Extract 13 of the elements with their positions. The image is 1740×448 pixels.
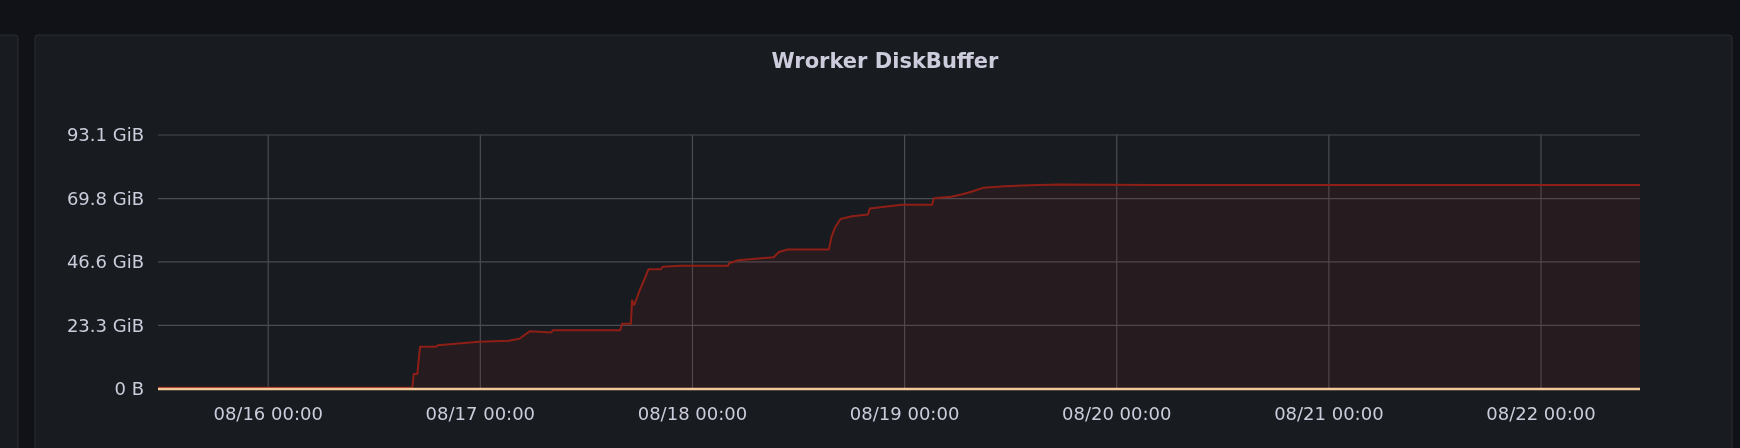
x-tick-label: 08/18 00:00: [637, 403, 748, 424]
x-tick-label: 08/19 00:00: [849, 403, 960, 424]
y-tick-label: 93.1 GiB: [66, 124, 144, 146]
x-tick-label: 08/21 00:00: [1274, 403, 1384, 424]
chart-title: Wrorker DiskBuffer: [771, 49, 1000, 73]
y-tick-label: 46.6 GiB: [66, 251, 144, 273]
x-tick-label: 08/17 00:00: [425, 403, 536, 424]
x-tick-label: 08/20 00:00: [1062, 403, 1172, 424]
y-tick-label: 23.3 GiB: [66, 314, 144, 336]
x-tick-label: 08/16 00:00: [213, 403, 323, 424]
x-tick-label: 08/22 00:00: [1486, 403, 1596, 424]
y-tick-label: 69.8 GiB: [66, 187, 144, 209]
y-tick-label: 0 B: [114, 378, 144, 400]
